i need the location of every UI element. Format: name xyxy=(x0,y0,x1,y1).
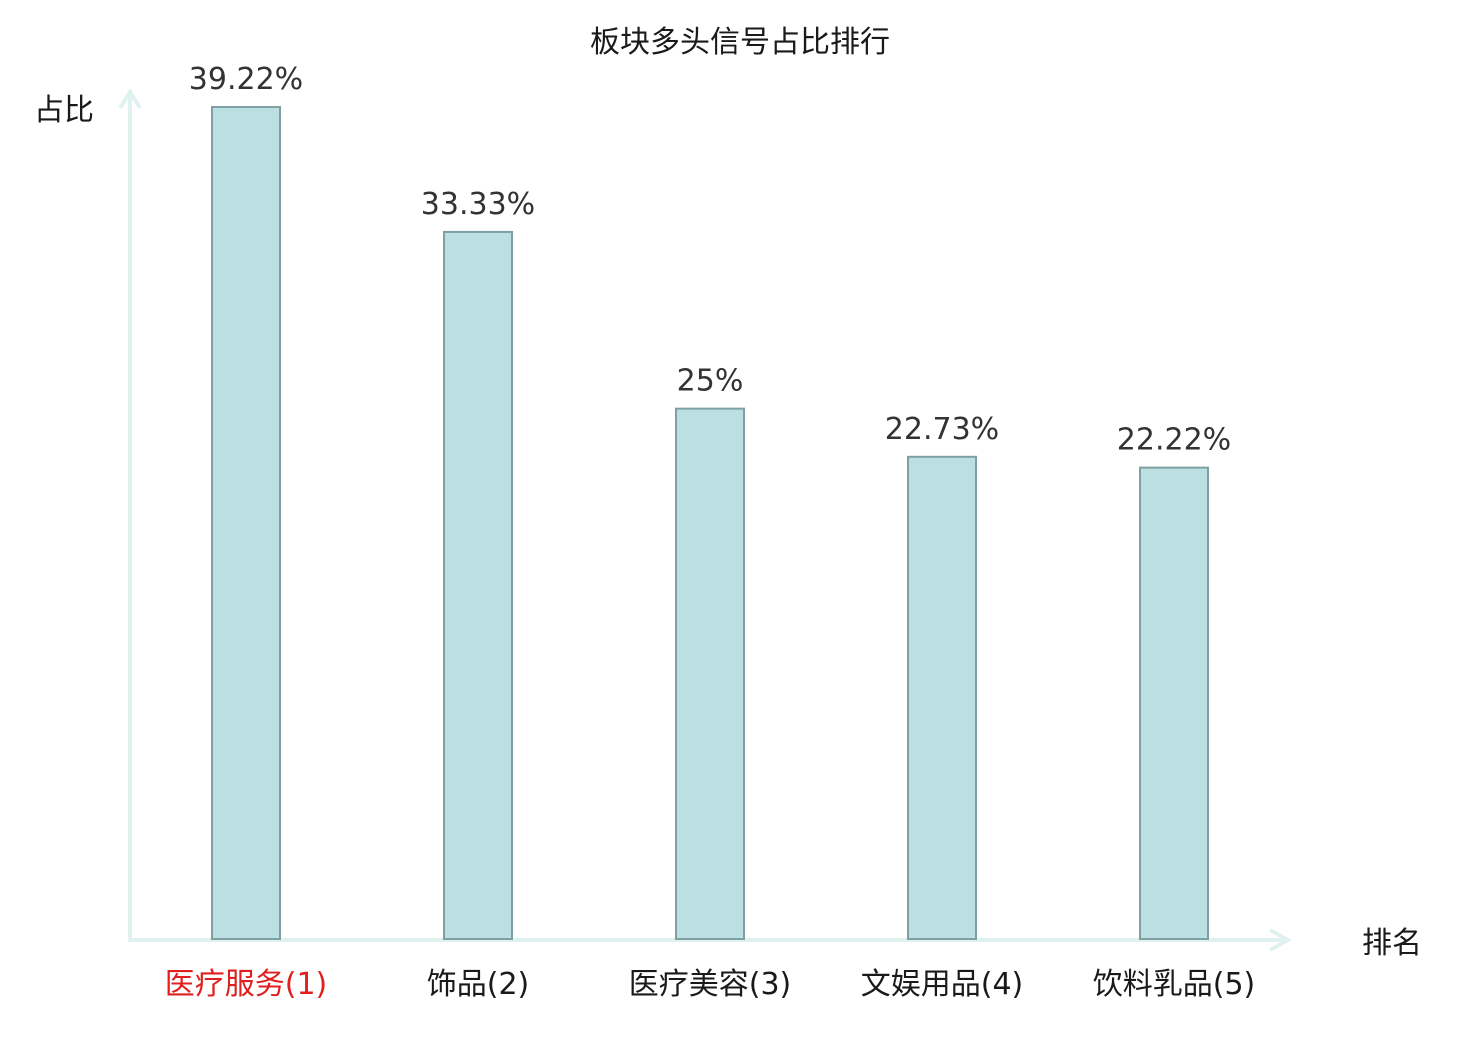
x-tick-label: 医疗服务(1) xyxy=(165,967,328,1002)
bar-value-label: 22.73% xyxy=(885,412,999,447)
x-tick-label: 饮料乳品(5) xyxy=(1093,967,1256,1002)
bar xyxy=(907,455,977,940)
bar-value-label: 33.33% xyxy=(421,187,535,222)
bar xyxy=(1139,466,1209,940)
bar-value-label: 25% xyxy=(677,364,744,399)
y-axis-title: 占比 xyxy=(34,93,94,128)
bar xyxy=(211,106,281,940)
bar-value-label: 39.22% xyxy=(189,62,303,97)
bars-group xyxy=(211,106,1209,941)
bar xyxy=(675,407,745,940)
category-labels-group: 医疗服务(1) 饰品(2) 医疗美容(3) 文娱用品(4) 饮料乳品(5) xyxy=(165,967,1256,1002)
x-tick-label: 文娱用品(4) xyxy=(861,967,1024,1002)
x-tick-label: 饰品(2) xyxy=(427,967,530,1002)
chart-title: 板块多头信号占比排行 xyxy=(590,25,890,60)
x-tick-label: 医疗美容(3) xyxy=(629,967,792,1002)
x-axis-arrow-icon xyxy=(1269,928,1293,952)
value-labels-group: 39.22% 33.33% 25% 22.73% 22.22% xyxy=(189,62,1231,458)
x-axis-title: 排名 xyxy=(1362,926,1422,961)
bar xyxy=(443,230,513,941)
bar-value-label: 22.22% xyxy=(1117,423,1231,458)
y-axis: 占比 xyxy=(34,88,142,940)
x-axis: 排名 xyxy=(128,926,1422,961)
y-axis-arrow-icon xyxy=(118,88,142,110)
